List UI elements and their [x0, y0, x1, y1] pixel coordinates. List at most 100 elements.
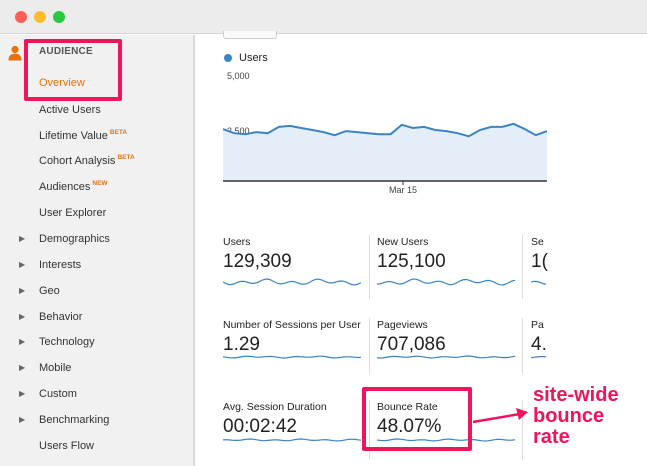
series-legend-marker — [224, 54, 232, 62]
metric-label: Pageviews — [377, 319, 428, 331]
window-titlebar — [0, 0, 647, 34]
caret-right-icon: ▶ — [19, 312, 26, 321]
sidebar-item-users-flow[interactable]: Users Flow — [0, 435, 193, 457]
caret-right-icon: ▶ — [19, 363, 26, 372]
sidebar-group-geo[interactable]: ▶ Geo — [0, 280, 193, 302]
metric-value: 48.07% — [377, 416, 442, 437]
sidebar-group-label: Custom — [39, 388, 77, 400]
divider — [522, 400, 523, 460]
sidebar-item-label: User Explorer — [39, 207, 107, 219]
sidebar-section-title[interactable]: AUDIENCE — [39, 46, 93, 57]
divider — [522, 235, 523, 299]
sidebar-group-label: Benchmarking — [39, 414, 110, 426]
annotation-arrow-icon — [472, 408, 528, 424]
beta-badge: BETA — [117, 154, 135, 161]
caret-right-icon: ▶ — [19, 286, 26, 295]
sidebar-group-label: Demographics — [39, 233, 110, 245]
x-tick-mar-15: Mar 15 — [389, 185, 417, 195]
divider — [369, 318, 370, 374]
metric-value: 707,086 — [377, 334, 446, 355]
annotation-label: site-wide bounce rate — [533, 385, 619, 448]
sidebar-group-technology[interactable]: ▶ Technology — [0, 331, 193, 353]
minimize-window-button[interactable] — [34, 11, 46, 23]
metric-pageviews[interactable]: Pageviews 707,086 — [377, 319, 446, 356]
sparkline-bounce-rate — [377, 438, 516, 442]
metric-value: 125,100 — [377, 251, 446, 272]
sidebar-group-label: Interests — [39, 259, 82, 271]
metric-bounce-rate[interactable]: Bounce Rate 48.07% — [377, 401, 441, 438]
sidebar-item-cohort-analysis[interactable]: Cohort Analysis BETA — [0, 150, 193, 172]
chart-legend-users: Users — [239, 52, 268, 64]
sidebar-group-label: Geo — [39, 285, 60, 297]
sidebar-group-custom[interactable]: ▶ Custom — [0, 383, 193, 405]
sidebar-group-interests[interactable]: ▶ Interests — [0, 254, 193, 276]
sidebar-item-active-users[interactable]: Active Users — [0, 99, 193, 121]
annotation-line: site-wide — [533, 384, 619, 406]
metric-pages-per-session[interactable]: Pa 4. — [531, 319, 547, 356]
date-range-button[interactable] — [223, 31, 277, 39]
sidebar-group-demographics[interactable]: ▶ Demographics — [0, 228, 193, 250]
sidebar-group-benchmarking[interactable]: ▶ Benchmarking — [0, 409, 193, 431]
metric-sessions-per-user[interactable]: Number of Sessions per User 1.29 — [223, 319, 361, 356]
beta-badge: BETA — [109, 129, 128, 136]
annotation-line: bounce — [533, 405, 605, 427]
divider — [369, 400, 370, 460]
sparkline-pageviews — [377, 355, 516, 359]
main-content: Users 5,000 2,500 Mar 15 Users 129,309 N… — [197, 31, 647, 466]
sidebar-item-lifetime-value[interactable]: Lifetime Value BETA — [0, 125, 193, 147]
sparkline-avg-session-duration — [223, 438, 362, 442]
metric-label: Number of Sessions per User — [223, 319, 361, 331]
metric-avg-session-duration[interactable]: Avg. Session Duration 00:02:42 — [223, 401, 327, 438]
metric-sessions[interactable]: Se 1( — [531, 236, 548, 273]
y-tick-2500: 2,500 — [227, 126, 250, 136]
highlight-box — [24, 39, 122, 101]
metric-label: Avg. Session Duration — [223, 401, 327, 413]
sidebar-item-label: Active Users — [39, 104, 101, 116]
sparkline-new-users — [377, 278, 516, 286]
metric-value: 1( — [531, 251, 548, 272]
sparkline-sessions — [531, 280, 547, 285]
sidebar-item-label: Audiences — [39, 181, 91, 193]
metric-label: Se — [531, 236, 544, 248]
metric-label: Bounce Rate — [377, 401, 438, 413]
metric-label: New Users — [377, 236, 429, 248]
metric-value: 1.29 — [223, 334, 260, 355]
sidebar: AUDIENCE Overview Active Users Lifetime … — [0, 35, 195, 466]
sparkline-pages-per-session — [531, 356, 547, 359]
person-icon — [8, 45, 22, 61]
chart-series-line — [223, 122, 547, 138]
sidebar-item-user-explorer[interactable]: User Explorer — [0, 202, 193, 224]
sidebar-item-audiences[interactable]: Audiences NEW — [0, 176, 193, 198]
caret-right-icon: ▶ — [19, 337, 26, 346]
highlight-box — [362, 387, 472, 451]
sidebar-item-label: Cohort Analysis — [39, 155, 116, 167]
metric-new-users[interactable]: New Users 125,100 — [377, 236, 446, 273]
caret-right-icon: ▶ — [19, 389, 26, 398]
metric-label: Pa — [531, 319, 544, 331]
caret-right-icon: ▶ — [19, 415, 26, 424]
users-area-chart[interactable]: Mar 15 — [223, 113, 547, 233]
divider — [369, 235, 370, 299]
metric-value: 00:02:42 — [223, 416, 297, 437]
sidebar-group-label: Behavior — [39, 311, 83, 323]
sidebar-group-mobile[interactable]: ▶ Mobile — [0, 357, 193, 379]
zoom-window-button[interactable] — [53, 11, 65, 23]
sidebar-item-overview[interactable]: Overview — [39, 77, 85, 89]
annotation-line: rate — [533, 426, 570, 448]
y-tick-5000: 5,000 — [227, 71, 250, 81]
close-window-button[interactable] — [15, 11, 27, 23]
sidebar-group-behavior[interactable]: ▶ Behavior — [0, 306, 193, 328]
metric-value: 129,309 — [223, 251, 292, 272]
metric-value: 4. — [531, 334, 547, 355]
new-badge: NEW — [92, 180, 108, 187]
sidebar-item-label: Users Flow — [39, 440, 95, 452]
caret-right-icon: ▶ — [19, 234, 26, 243]
divider — [522, 318, 523, 374]
caret-right-icon: ▶ — [19, 260, 26, 269]
sparkline-sessions-per-user — [223, 355, 362, 359]
sidebar-group-label: Technology — [39, 336, 95, 348]
sidebar-item-label: Lifetime Value — [39, 130, 108, 142]
chart-area-fill — [223, 123, 547, 181]
metric-users[interactable]: Users 129,309 — [223, 236, 292, 273]
sidebar-group-label: Mobile — [39, 362, 72, 374]
